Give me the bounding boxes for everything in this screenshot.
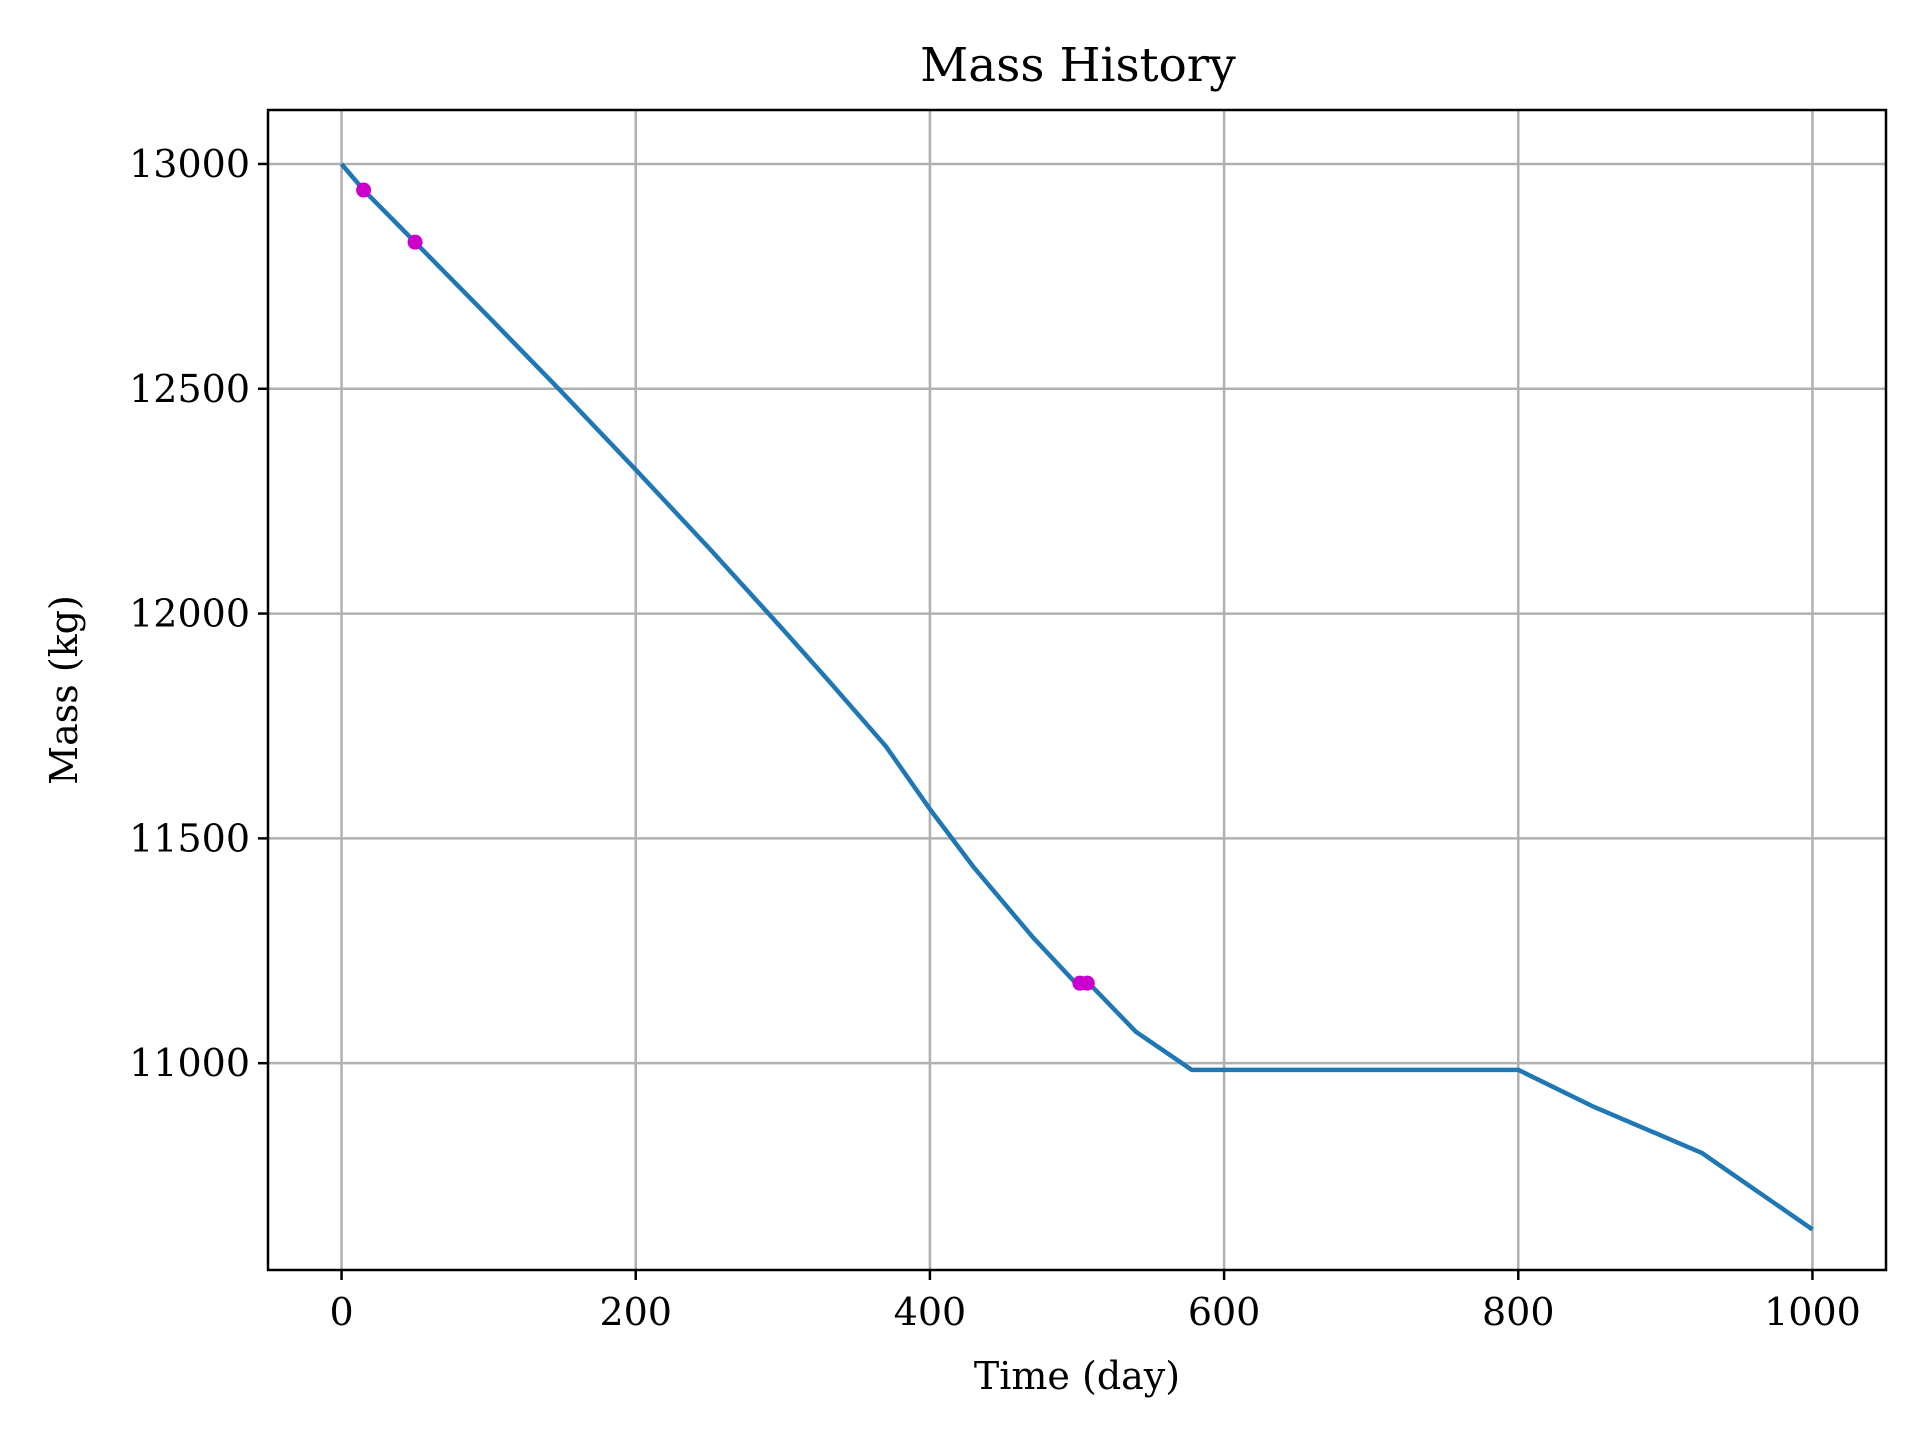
x-tick-label: 800 [1482, 1290, 1555, 1334]
event-marker [356, 182, 372, 198]
grid [268, 110, 1886, 1270]
plot-frame [266, 108, 1888, 1272]
y-axis-label: Mass (kg) [42, 595, 86, 785]
data-layer [339, 162, 1814, 1232]
axis-ticks: 0 200 400 600 800 1000 11000 11500 12000 12500 130… [129, 142, 1861, 1334]
x-tick-label: 600 [1188, 1290, 1261, 1334]
x-tick-label: 0 [329, 1290, 353, 1334]
event-marker [407, 234, 423, 250]
event-marker [1079, 975, 1095, 991]
y-tick-label: 13000 [129, 142, 250, 186]
y-tick-label: 12000 [129, 592, 250, 636]
y-tick-label: 12500 [129, 367, 250, 411]
x-tick-label: 400 [894, 1290, 967, 1334]
x-axis-label: Time (day) [974, 1354, 1180, 1398]
chart-title: Mass History [920, 38, 1236, 93]
y-tick-label: 11000 [129, 1041, 250, 1085]
x-tick-label: 1000 [1764, 1290, 1861, 1334]
x-tick-label: 200 [599, 1290, 672, 1334]
mass-series-line [339, 162, 1814, 1232]
y-tick-label: 11500 [129, 816, 250, 860]
